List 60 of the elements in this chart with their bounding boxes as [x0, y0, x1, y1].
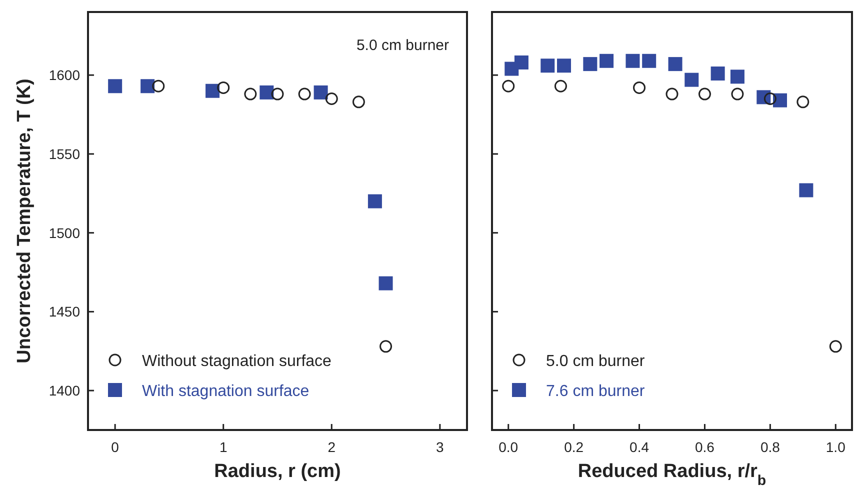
point — [799, 183, 814, 198]
legend-label: With stagnation surface — [142, 383, 310, 400]
point — [557, 58, 571, 73]
point — [730, 70, 744, 84]
point — [514, 55, 528, 70]
point — [600, 54, 614, 68]
point — [368, 194, 382, 208]
x-tick-label: 0.4 — [630, 439, 650, 455]
point — [298, 88, 311, 100]
point — [633, 81, 646, 94]
point — [698, 88, 711, 100]
point — [773, 93, 787, 108]
y-tick-label: 1450 — [48, 304, 80, 320]
x-tick-label: 3 — [436, 439, 444, 455]
y-tick-label: 1600 — [48, 67, 80, 84]
x-tick-label: 0.6 — [694, 439, 715, 455]
point — [260, 85, 274, 100]
point — [626, 54, 640, 68]
point — [668, 57, 682, 72]
point — [206, 84, 220, 98]
point — [796, 96, 810, 108]
point — [829, 340, 842, 353]
point — [684, 72, 699, 87]
x-tick-label: 0.8 — [760, 439, 780, 455]
point — [583, 57, 598, 72]
point — [314, 85, 328, 100]
point — [217, 81, 230, 94]
y-tick-label: 1500 — [48, 224, 80, 241]
point — [764, 92, 776, 106]
point — [271, 88, 284, 100]
point — [244, 88, 257, 100]
point — [140, 79, 155, 94]
point — [642, 54, 656, 68]
point — [378, 276, 393, 290]
legend-label: 7.6 cm burner — [546, 383, 646, 400]
point — [666, 88, 678, 100]
point — [540, 58, 555, 73]
point — [352, 96, 365, 108]
x-tick-label: 1 — [219, 439, 228, 455]
point — [554, 80, 567, 92]
point — [380, 340, 392, 353]
legend-label: Without stagnation surface — [142, 353, 332, 370]
point — [325, 92, 338, 106]
x-tick-label: 0.0 — [498, 439, 518, 455]
annotation: 5.0 cm burner — [356, 37, 449, 54]
x-tick-label: 1.0 — [826, 439, 846, 455]
x-axis-title: Radius, r (cm) — [214, 461, 341, 482]
point — [731, 88, 744, 100]
x-axis-title: Reduced Radius, r/r$_{b}$ — [578, 461, 766, 489]
x-tick-label: 0 — [111, 439, 120, 455]
point — [108, 79, 122, 94]
point — [152, 80, 165, 92]
legend-label: 5.0 cm burner — [546, 353, 646, 370]
point — [502, 80, 515, 92]
y-tick-label: 1400 — [48, 382, 80, 399]
x-tick-label: 0.2 — [564, 439, 584, 455]
point — [710, 66, 725, 81]
y-axis-title: Uncorrected Temperature, T (K) — [14, 78, 35, 364]
x-tick-label: 2 — [328, 439, 336, 455]
y-tick-label: 1550 — [48, 146, 80, 162]
